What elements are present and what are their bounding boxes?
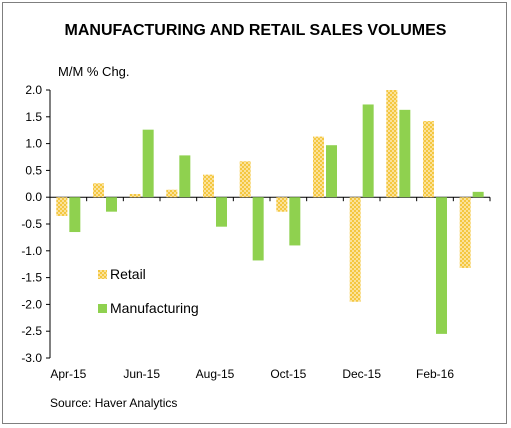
y-tick-label: -0.5 [21,217,42,231]
retail-bar [166,189,178,198]
retail-bar [276,197,288,212]
legend: Retail Manufacturing [98,266,199,316]
x-tick-label: Dec-15 [342,367,381,381]
manufacturing-bar [362,104,374,198]
x-axis: Apr-15 Jun-15 Aug-15 Oct-15 Dec-15 Feb-16 [49,196,491,381]
x-tick-label: Feb-16 [416,367,454,381]
y-tick-label: -2.0 [21,297,42,311]
chart-title: MANUFACTURING AND RETAIL SALES VOLUMES [64,22,447,39]
manufacturing-bar [326,145,337,198]
manufacturing-legend-swatch [98,304,107,313]
retail-bar [93,183,104,198]
x-tick-label: Jun-15 [123,367,160,381]
manufacturing-bar [69,197,81,233]
source-note: Source: Haver Analytics [50,396,178,410]
retail-legend-label: Retail [110,266,146,282]
manufacturing-bar [289,197,301,246]
retail-bar [203,174,214,198]
retail-legend-swatch [98,270,107,279]
retail-bar [56,197,68,216]
retail-bar [423,121,434,198]
retail-bar [459,197,471,268]
x-tick-label: Apr-15 [50,367,86,381]
y-tick-label: 1.5 [25,110,42,124]
y-axis: 2.0 1.5 1.0 0.5 0.0 -0.5 -1.0 -1.5 -2.0 -2.5 -3.0 [21,83,51,365]
retail-bar [386,90,398,198]
manufacturing-bar [216,197,227,227]
manufacturing-bar [472,191,484,198]
manufacturing-bar [252,197,264,261]
bars [56,90,484,334]
manufacturing-legend-label: Manufacturing [110,300,199,316]
manufacturing-bar [179,155,191,198]
y-tick-label: 0.5 [25,163,42,177]
manufacturing-bar [436,197,447,334]
x-tick-label: Oct-15 [270,367,306,381]
manufacturing-bar [142,129,154,198]
retail-bar [129,193,141,198]
manufacturing-bar [399,109,411,198]
x-tick-label: Aug-15 [196,367,235,381]
y-tick-label: 1.0 [25,137,42,151]
y-tick-label: 0.0 [25,190,42,204]
y-tick-label: -2.5 [21,324,42,338]
y-tick-label: 2.0 [25,83,42,97]
manufacturing-bar [106,197,117,212]
retail-bar [313,136,324,198]
retail-bar [349,197,361,302]
y-tick-label: -1.0 [21,244,42,258]
y-axis-label: M/M % Chg. [58,64,130,79]
y-tick-label: -3.0 [21,351,42,365]
y-tick-label: -1.5 [21,271,42,285]
retail-bar [239,161,251,198]
